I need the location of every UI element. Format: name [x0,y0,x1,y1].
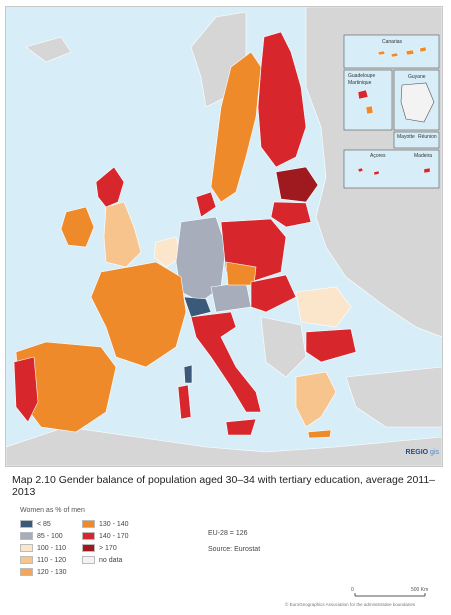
inset-label-reunion: Réunion [418,134,437,140]
region-england [103,201,142,268]
region-portugal [13,356,39,423]
scale-max: 500 Km [411,587,428,593]
region-hungary [250,274,297,313]
brand-main: REGIO [405,449,429,456]
legend-label: 100 - 110 [37,544,67,552]
region-romania [295,286,352,328]
inset-label-guyane: Guyane [408,74,426,80]
inset-canarias: Canarias [343,34,440,69]
europe-map: Canarias Guadeloupe Martinique Guyane Ma… [6,7,442,466]
region-bulgaria [305,328,357,363]
legend-label: no data [99,556,123,564]
non-eu-balkans [260,316,307,378]
legend-item: < 85 [20,520,51,528]
region-finland [257,31,307,168]
legend-label: 120 - 130 [37,568,67,576]
legend-swatch [20,520,33,528]
region-sweden [210,51,262,203]
scale-bar: 0 500 Km [345,586,440,602]
map-frame: Canarias Guadeloupe Martinique Guyane Ma… [5,6,443,467]
legend-swatch [20,532,33,540]
inset-mayotte-reunion: Mayotte Réunion [393,131,440,149]
inset-label-guadeloupe: Guadeloupe [348,73,375,79]
non-eu-turkey [345,366,442,428]
legend-item: 85 - 100 [20,532,63,540]
scale-zero: 0 [351,587,354,593]
non-eu-iceland [25,36,72,63]
inset-acores-madeira: Açores Madeira [343,149,440,189]
region-germany [175,216,227,303]
copyright-note: © EuroGeographics Association for the ad… [285,602,416,607]
legend-label: < 85 [37,520,51,528]
legend-item: > 170 [82,544,117,552]
legend-title: Women as % of men [20,507,85,514]
legend-label: 110 - 120 [37,556,67,564]
legend-swatch [20,556,33,564]
legend-item: 100 - 110 [20,544,66,552]
region-lithuania [270,201,312,228]
source-note: Source: Eurostat [208,546,261,553]
legend-item: 110 - 120 [20,556,66,564]
region-france [90,261,187,368]
non-eu-africa [6,426,442,466]
region-scotland [95,166,125,208]
legend-item: no data [82,556,122,564]
region-sardinia [177,384,192,420]
region-crete [307,429,332,439]
region-denmark [195,191,217,218]
region-corsica [183,364,193,384]
legend-label: > 170 [99,544,117,552]
legend-swatch [82,544,95,552]
legend-label: 85 - 100 [37,532,63,540]
legend-item: 130 - 140 [82,520,129,528]
region-austria [210,281,252,313]
legend-label: 130 - 140 [99,520,129,528]
map-title: Map 2.10 Gender balance of population ag… [12,474,436,498]
inset-label-mayotte: Mayotte [397,134,415,140]
legend-swatch [82,532,95,540]
legend-item: 120 - 130 [20,568,67,576]
region-sicily [225,418,257,436]
regio-gis-logo: REGIO gis [406,449,439,456]
region-switzerland-west [183,296,212,318]
region-benelux [153,236,182,268]
legend-swatch [20,568,33,576]
region-baltics [275,166,319,203]
inset-caribbean: Guadeloupe Martinique [343,69,393,131]
inset-label-canarias: Canarias [382,39,403,45]
inset-label-acores: Açores [370,153,386,159]
brand-sub: gis [430,449,439,456]
region-italy [190,311,262,413]
legend-swatch [20,544,33,552]
legend-swatch [82,556,95,564]
inset-label-madeira: Madeira [414,153,432,159]
inset-guyane: Guyane [393,69,440,131]
region-greece [295,371,337,428]
legend-item: 140 - 170 [82,532,129,540]
legend-label: 140 - 170 [99,532,129,540]
inset-label-martinique: Martinique [348,80,372,86]
eu-average: EU-28 = 126 [208,530,248,537]
legend-swatch [82,520,95,528]
region-ireland [60,206,95,248]
